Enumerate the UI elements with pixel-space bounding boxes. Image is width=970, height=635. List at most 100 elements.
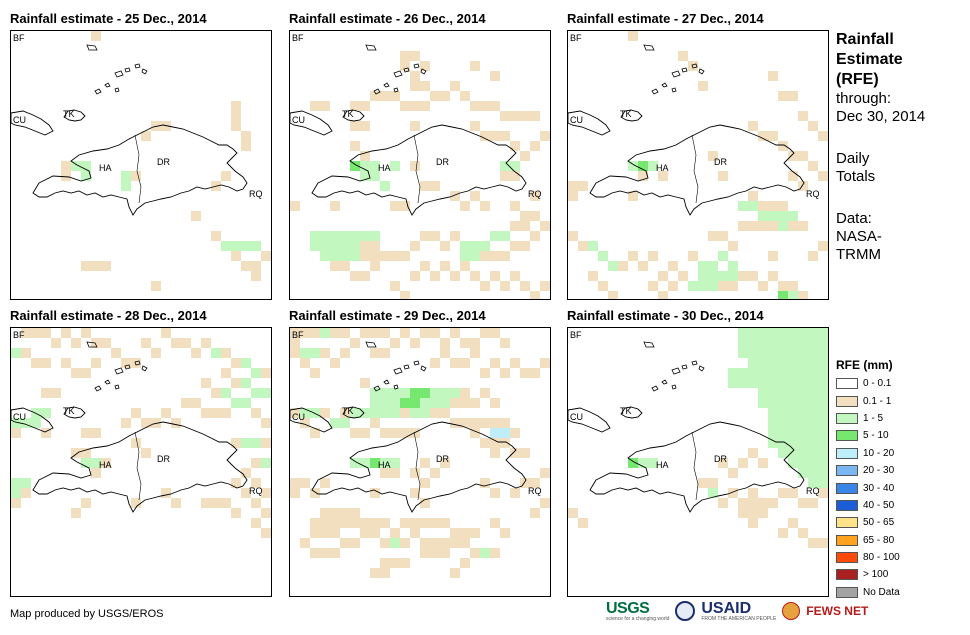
rainfall-cell [768,328,778,338]
rainfall-cell [241,358,251,368]
rainfall-cell [191,398,201,408]
rainfall-cell [380,538,390,548]
rainfall-cell [480,478,490,488]
country-label: RQ [806,189,820,199]
rainfall-cell [430,181,440,191]
rainfall-cell [101,458,111,468]
sidebar: Rainfall Estimate (RFE) through: Dec 30,… [836,30,966,264]
rainfall-cell [370,328,380,338]
rainfall-cell [490,428,500,438]
rainfall-cell [231,378,241,388]
rainfall-cell [500,111,510,121]
rainfall-cell [668,281,678,291]
rainfall-cell [360,101,370,111]
bahamas-islet [420,68,427,75]
turks-caicos-coastline [342,406,365,419]
bahamas-islet [141,365,148,372]
rainfall-cell [808,121,818,131]
rainfall-cell [380,468,390,478]
rainfall-cell [211,498,221,508]
rainfall-cell [540,281,550,291]
rainfall-cell [350,241,360,251]
rainfall-cell [211,388,221,398]
legend-item: 20 - 30 [836,462,900,479]
rainfall-cell [808,251,818,261]
rainfall-cell [231,241,241,251]
rainfall-cell [758,221,768,231]
rainfall-cell [81,428,91,438]
rainfall-cell [370,568,380,578]
cuba-coastline [568,110,611,136]
rainfall-cell [798,428,808,438]
rainfall-cell [251,408,261,418]
rainfall-cell [738,368,748,378]
rainfall-cell [530,291,540,299]
rainfall-cell [430,328,440,338]
rainfall-cell [490,448,500,458]
bahamas-islet [393,384,399,390]
country-label: HA [99,163,112,173]
rainfall-cell [390,398,400,408]
rainfall-cell [251,388,261,398]
rainfall-cell [400,388,410,398]
rainfall-cell [568,191,578,201]
rainfall-cell [350,121,360,131]
bahamas-islet [643,44,655,51]
rainfall-cell [400,328,410,338]
rainfall-cell [450,191,460,201]
legend-item: No Data [836,584,900,601]
rainfall-cell [768,438,778,448]
rainfall-cell [818,538,828,548]
rainfall-cell [808,448,818,458]
rainfall-cell [808,398,818,408]
rainfall-cell [678,271,688,281]
rainfall-cell [380,91,390,101]
rainfall-cell [698,478,708,488]
rainfall-cell [480,281,490,291]
rainfall-cell [738,378,748,388]
rainfall-cell [718,271,728,281]
rainfall-cell [410,271,420,281]
rainfall-cell [788,328,798,338]
rainfall-cell [350,518,360,528]
rainfall-cell [460,201,470,211]
rainfall-cell [91,358,101,368]
rainfall-cell [370,408,380,418]
rainfall-cell [141,418,151,428]
rainfall-cell [490,548,500,558]
rainfall-cell [410,241,420,251]
bahamas-islet [661,379,668,385]
rainfall-cell [241,488,251,498]
rainfall-cell [460,338,470,348]
rainfall-cell [808,378,818,388]
rainfall-cell [778,438,788,448]
rainfall-cell [480,328,490,338]
rainfall-cell [91,458,101,468]
rainfall-cell [420,458,430,468]
rainfall-cell [450,398,460,408]
rainfall-cell [350,338,360,348]
rainfall-cell [81,328,91,338]
bahamas-islet [671,70,681,78]
rainfall-cell [211,348,221,358]
rainfall-cell [738,338,748,348]
hispaniola-coastline [311,124,527,216]
rainfall-cell [788,368,798,378]
rainfall-cell [400,101,410,111]
rainfall-cell [330,508,340,518]
legend-swatch [836,465,858,477]
rainfall-cell [430,518,440,528]
rainfall-cell [330,518,340,528]
legend-swatch [836,412,858,424]
rainfall-cell [520,368,530,378]
rainfall-cell [420,478,430,488]
rainfall-cell [410,51,420,61]
rainfall-map: BF CU TK HA DR RQ [289,30,551,300]
rainfall-cell [31,358,41,368]
rainfall-cell [450,418,460,428]
rainfall-cell [748,498,758,508]
rainfall-cell [778,348,788,358]
rainfall-cell [330,261,340,271]
rainfall-cell [480,201,490,211]
rainfall-cell [11,478,21,488]
